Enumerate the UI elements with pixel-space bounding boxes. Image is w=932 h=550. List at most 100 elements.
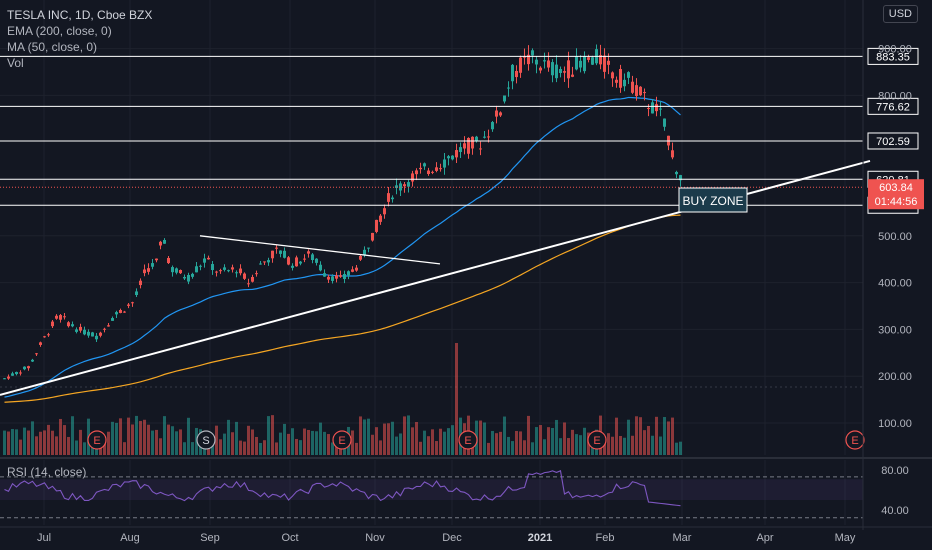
candle-body — [459, 147, 462, 152]
volume-bar — [399, 433, 402, 455]
volume-bar — [651, 435, 654, 455]
volume-bar — [275, 442, 278, 455]
time-tick-label: Apr — [756, 532, 773, 544]
candle-body — [67, 322, 70, 327]
volume-bar — [551, 427, 554, 455]
candle-body — [207, 257, 210, 260]
volume-bar — [23, 427, 26, 455]
price-tick-label: 200.00 — [878, 371, 912, 383]
candle-body — [75, 329, 78, 332]
candle-body — [179, 269, 182, 274]
time-tick-label: Sep — [200, 532, 220, 544]
candle-body — [475, 136, 478, 141]
candle-body — [635, 85, 638, 97]
candle-body — [383, 208, 386, 215]
time-tick-label: Jul — [37, 532, 51, 544]
candle-body — [483, 136, 486, 138]
volume-bar — [515, 430, 518, 455]
volume-bar — [511, 441, 514, 455]
candle-body — [455, 150, 458, 158]
volume-bar — [547, 427, 550, 455]
volume-bar — [351, 430, 354, 455]
volume-bar — [143, 419, 146, 455]
candle-body — [263, 261, 266, 263]
volume-bar — [367, 418, 370, 455]
volume-bar — [123, 442, 126, 455]
candle-body — [427, 170, 430, 174]
event-label: E — [464, 435, 471, 447]
ma-legend[interactable]: MA (50, close, 0) — [7, 40, 98, 54]
candle-body — [351, 269, 354, 272]
volume-bar — [111, 421, 114, 455]
time-tick-label: Oct — [281, 532, 298, 544]
candle-body — [271, 250, 274, 259]
candle-body — [243, 273, 246, 279]
candle-body — [371, 232, 374, 241]
candle-body — [111, 318, 114, 321]
volume-bar — [295, 438, 298, 455]
buy-zone-box — [678, 187, 748, 213]
vol-legend[interactable]: Vol — [7, 56, 24, 70]
rsi-line — [4, 470, 681, 507]
volume-bar — [583, 427, 586, 455]
volume-bar — [639, 417, 642, 455]
candle-body — [307, 251, 310, 254]
volume-bar — [559, 438, 562, 455]
volume-bar — [647, 425, 650, 455]
volume-bar — [159, 438, 162, 455]
ema-legend[interactable]: EMA (200, close, 0) — [7, 24, 112, 38]
rsi-tick-label: 80.00 — [881, 465, 909, 477]
event-label: S — [202, 435, 209, 447]
candle-body — [183, 276, 186, 279]
currency-button[interactable]: USD — [882, 5, 918, 23]
volume-bar — [619, 436, 622, 455]
symbol-title: TESLA INC, 1D, Cboe BZX — [7, 8, 153, 22]
candle-body — [643, 92, 646, 94]
time-tick-label: Aug — [120, 532, 140, 544]
candle-body — [327, 276, 330, 280]
volume-bar — [63, 425, 66, 455]
volume-bar — [251, 429, 254, 455]
candle-body — [251, 277, 254, 282]
candle-body — [679, 175, 682, 181]
volume-bar — [155, 429, 158, 455]
time-tick-label: May — [835, 532, 856, 544]
candle-body — [43, 336, 46, 338]
candle-body — [675, 171, 678, 175]
candle-body — [531, 50, 534, 56]
level-tag — [867, 132, 919, 150]
volume-bar — [423, 430, 426, 455]
candle-body — [27, 366, 30, 369]
candle-body — [387, 193, 390, 202]
candle-body — [463, 143, 466, 149]
candle-body — [471, 136, 474, 149]
event-label: E — [338, 435, 345, 447]
candle-body — [611, 72, 614, 79]
rsi-legend[interactable]: RSI (14, close) — [7, 465, 87, 479]
level-label: 702.59 — [876, 136, 910, 148]
level-tag — [867, 97, 919, 115]
volume-bar — [127, 417, 130, 455]
price-tick-label: 300.00 — [878, 324, 912, 336]
volume-bar — [319, 422, 322, 455]
volume-bar — [183, 442, 186, 455]
candle-body — [55, 315, 58, 319]
volume-bar — [431, 429, 434, 455]
candle-body — [235, 272, 238, 274]
candle-body — [91, 332, 94, 337]
candle-body — [511, 64, 514, 82]
volume-bar — [175, 431, 178, 455]
candle-body — [195, 266, 198, 273]
volume-bar — [555, 419, 558, 455]
volume-bar — [567, 438, 570, 455]
volume-bar — [571, 429, 574, 455]
volume-bar — [411, 427, 414, 455]
candle-body — [619, 68, 622, 88]
volume-bar — [507, 436, 510, 455]
volume-bar — [487, 442, 490, 455]
candle-body — [359, 255, 362, 260]
candle-body — [175, 268, 178, 273]
candle-body — [367, 247, 370, 249]
